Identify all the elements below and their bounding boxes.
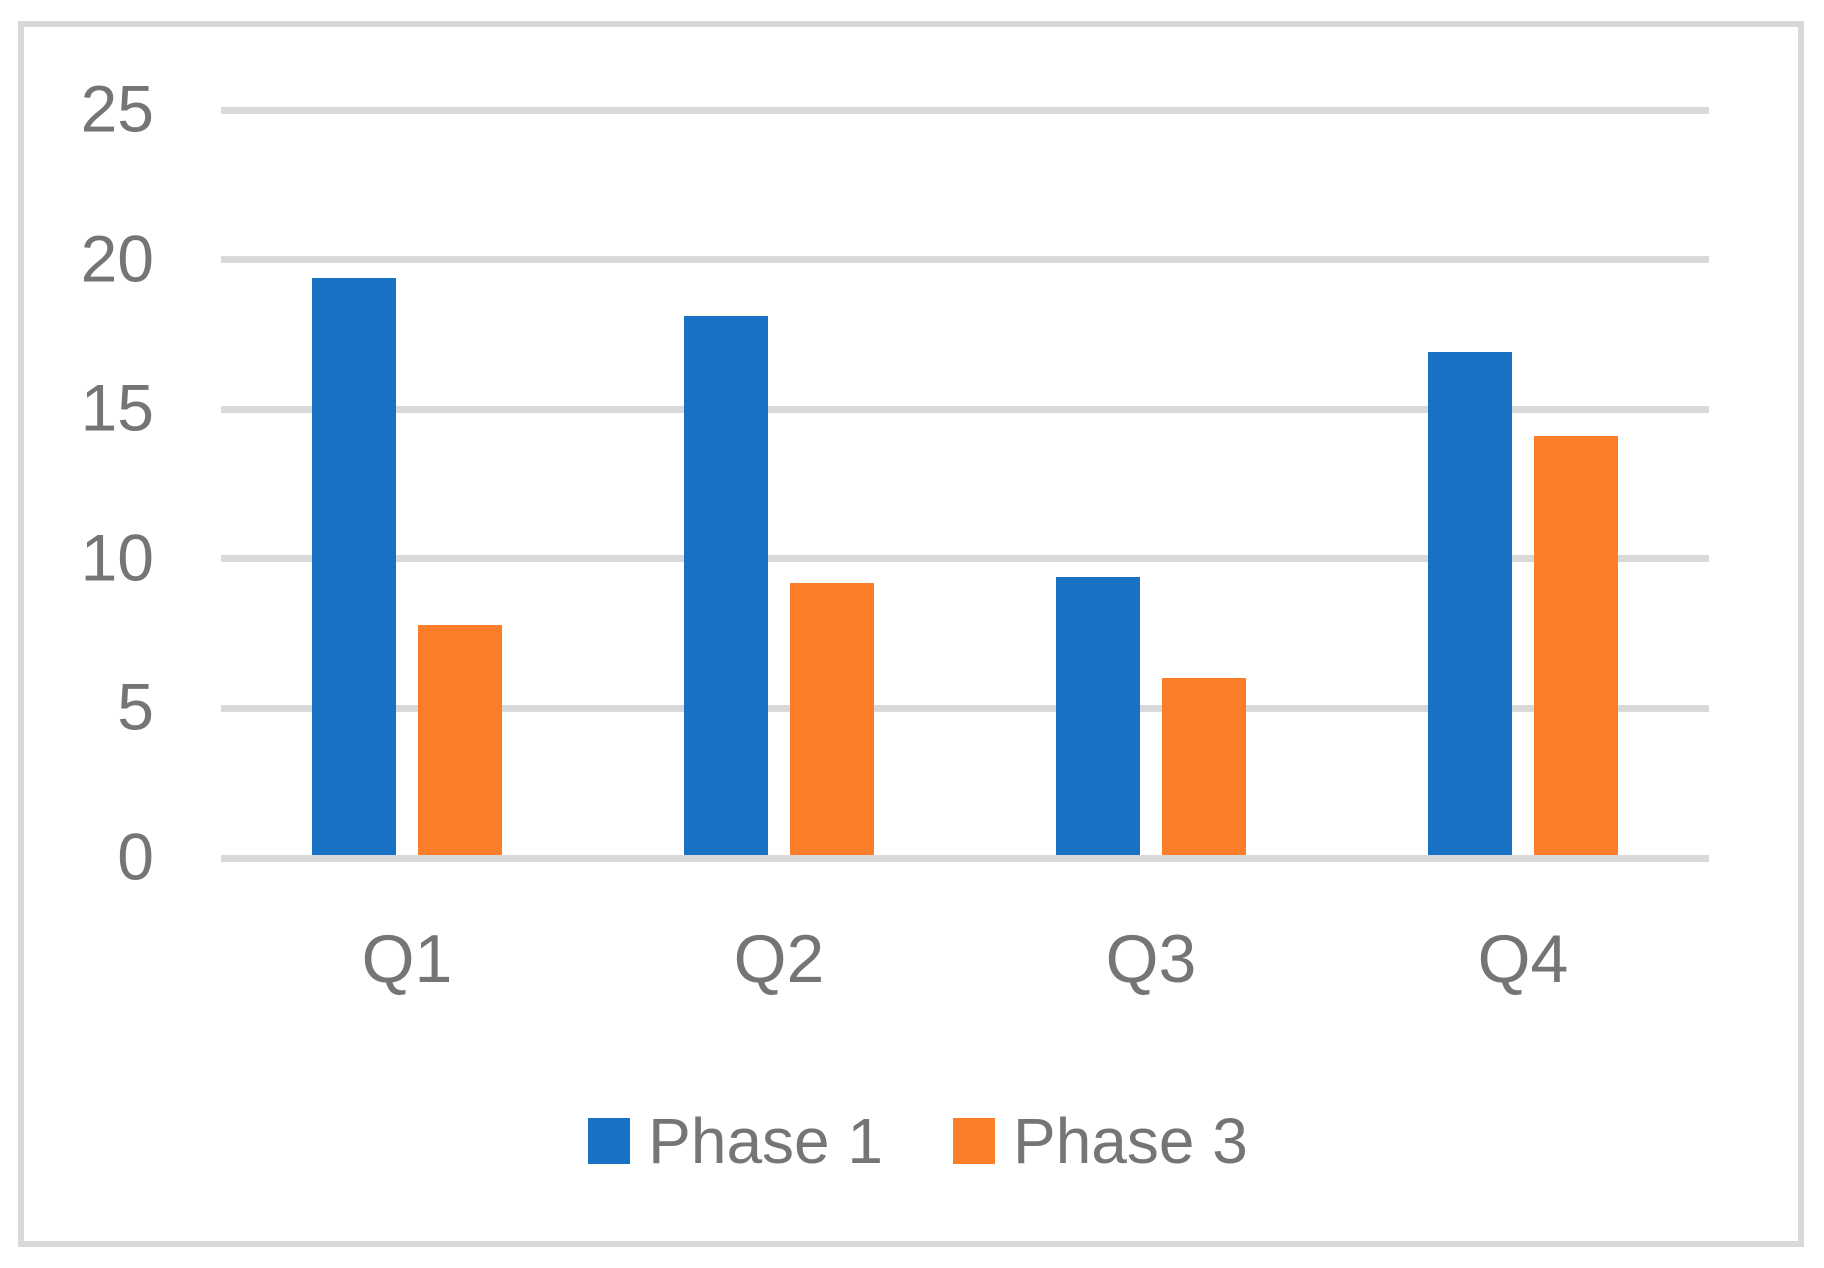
gridline-y-20	[221, 256, 1709, 263]
bar-phase-1-q2	[684, 316, 768, 855]
x-category-label-q2: Q2	[733, 921, 825, 997]
bar-phase-1-q3	[1056, 577, 1140, 855]
legend-swatch-phase-1	[588, 1118, 631, 1164]
y-tick-label-20: 20	[80, 221, 154, 296]
y-tick-label-5: 5	[117, 669, 154, 744]
legend-item-phase-1: Phase 1	[588, 1109, 883, 1173]
bar-phase-1-q4	[1428, 352, 1512, 855]
legend-item-phase-3: Phase 3	[953, 1109, 1248, 1173]
bar-phase-3-q3	[1162, 678, 1246, 855]
gridline-y-10	[221, 555, 1709, 562]
legend: Phase 1 Phase 3	[24, 1109, 1812, 1173]
gridline-y-0	[221, 855, 1709, 862]
bar-phase-3-q2	[790, 583, 874, 855]
bar-phase-3-q1	[418, 625, 502, 855]
x-category-label-q3: Q3	[1105, 921, 1197, 997]
bar-phase-3-q4	[1534, 436, 1618, 855]
gridline-y-15	[221, 406, 1709, 413]
y-tick-label-25: 25	[80, 71, 154, 146]
legend-label-phase-1: Phase 1	[648, 1105, 883, 1177]
y-tick-label-0: 0	[117, 819, 154, 894]
y-tick-label-10: 10	[80, 520, 154, 595]
x-category-label-q4: Q4	[1477, 921, 1569, 997]
gridline-y-5	[221, 705, 1709, 712]
bar-phase-1-q1	[312, 278, 396, 855]
gridline-y-25	[221, 107, 1709, 114]
legend-swatch-phase-3	[953, 1118, 995, 1164]
y-tick-label-15: 15	[80, 370, 154, 445]
x-category-label-q1: Q1	[361, 921, 453, 997]
legend-label-phase-3: Phase 3	[1013, 1105, 1248, 1177]
chart-frame: Phase 1 Phase 3 25 20 15 10 5 0 Q1 Q2 Q3 Q4	[18, 21, 1804, 1247]
